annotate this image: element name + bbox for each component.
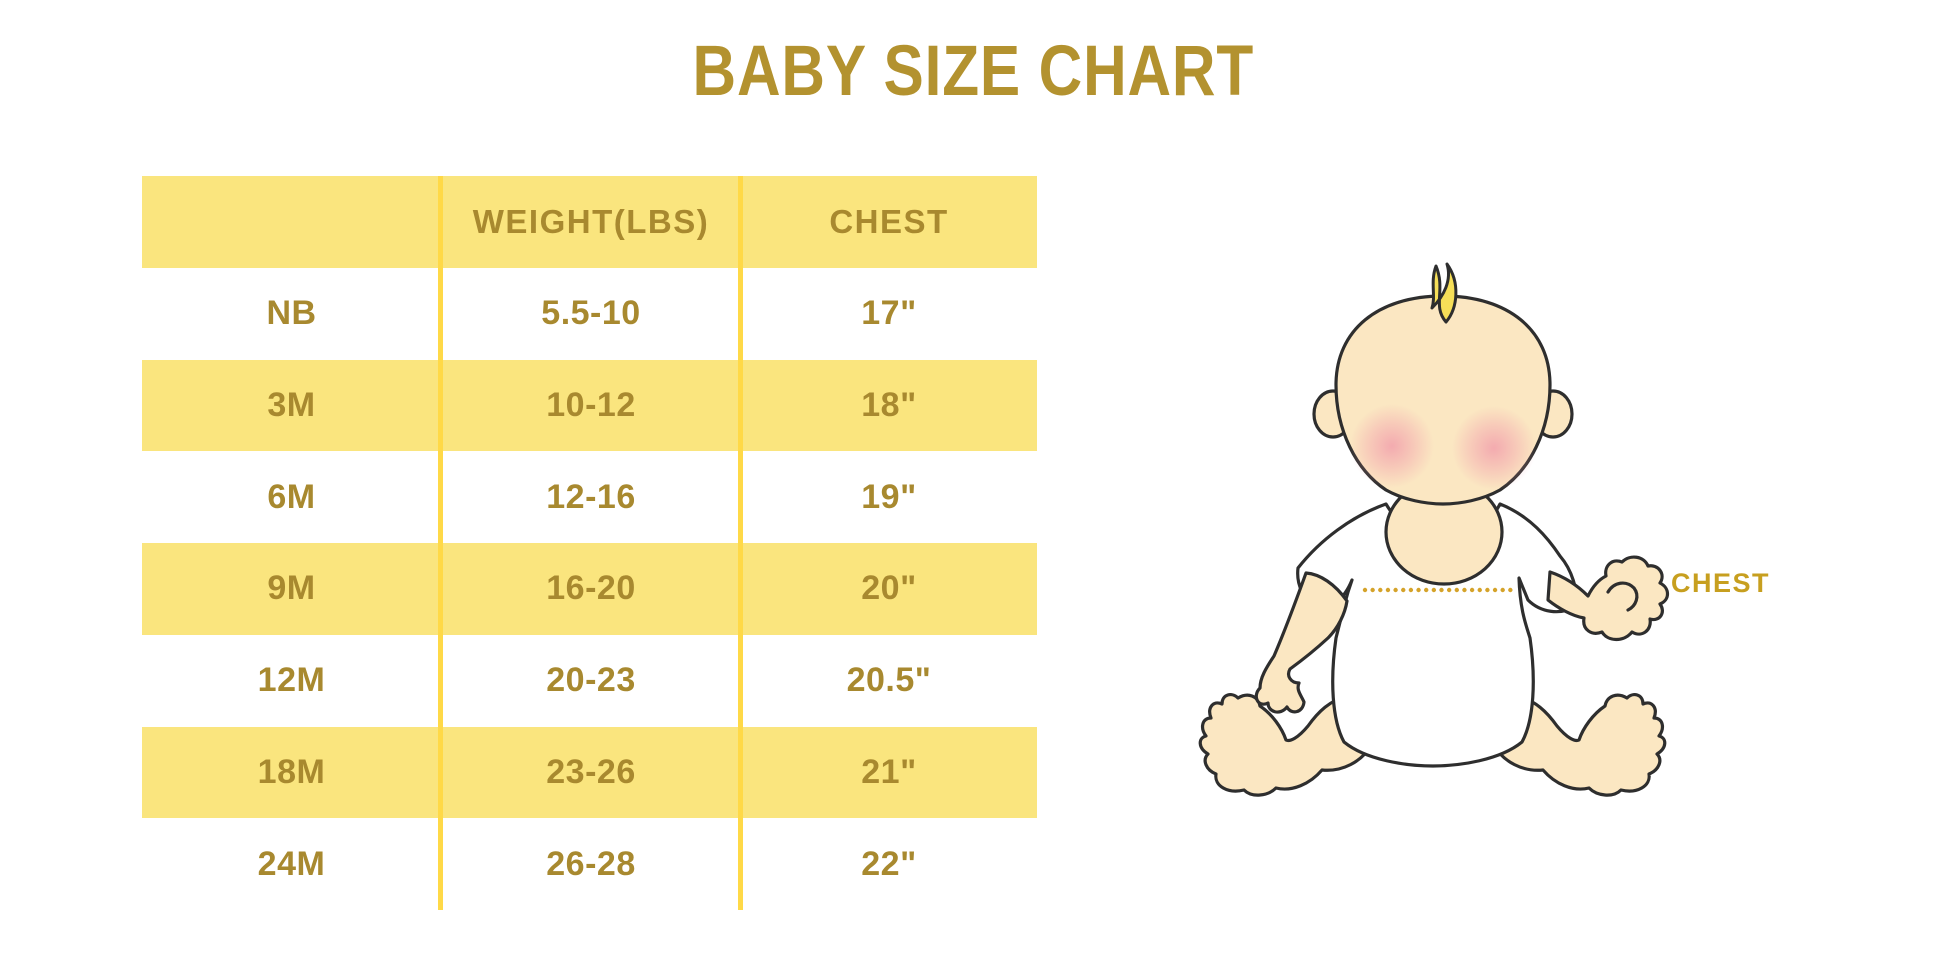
table-cell-size: NB [266, 294, 317, 333]
baby-hair-curl [1430, 262, 1458, 324]
table-cell-size: 24M [257, 844, 326, 883]
baby-illustration [1150, 240, 1750, 820]
title-wrap: BABY SIZE CHART [0, 36, 1946, 107]
table-row-9M: 9M 16-20 20" [142, 543, 1037, 635]
baby-left-leg [1198, 693, 1377, 797]
size-table: WEIGHT(LBS) CHEST NB 5.5-10 17" 3M 10-12 18" 6… [142, 176, 1037, 910]
baby-right-cheek [1452, 406, 1536, 490]
table-cell-chest: 17" [861, 294, 917, 333]
table-cell-size: 3M [267, 385, 316, 424]
table-cell-chest: 21" [861, 752, 917, 791]
baby-right-arm-fist [1546, 555, 1670, 642]
baby-illustration-svg [1198, 262, 1670, 797]
table-row-12M: 12M 20-23 20.5" [142, 635, 1037, 727]
column-divider-1 [438, 176, 443, 910]
table-cell-weight_lbs: 23-26 [546, 752, 636, 791]
table-row-3M: 3M 10-12 18" [142, 359, 1037, 452]
table-cell-size: 9M [267, 569, 316, 608]
page-title: BABY SIZE CHART [692, 32, 1254, 111]
size-table-rows: WEIGHT(LBS) CHEST NB 5.5-10 17" 3M 10-12 18" 6… [142, 176, 1037, 910]
table-cell-size: 18M [257, 752, 326, 791]
table-cell-chest: 19" [861, 477, 917, 516]
table-row-24M: 24M 26-28 22" [142, 818, 1037, 910]
table-header-row: WEIGHT(LBS) CHEST [142, 176, 1037, 268]
baby-fist-thumb-line [1606, 581, 1639, 612]
chest-label: CHEST [1671, 568, 1771, 598]
table-cell-chest: 20.5" [846, 661, 932, 700]
table-row-NB: NB 5.5-10 17" [142, 268, 1037, 360]
column-divider-2 [738, 176, 743, 910]
table-cell-chest: 18" [861, 385, 917, 424]
table-cell-weight_lbs: 10-12 [546, 385, 636, 424]
table-cell-weight_lbs: 16-20 [546, 569, 636, 608]
table-row-6M: 6M 12-16 19" [142, 451, 1037, 543]
baby-right-leg [1488, 693, 1667, 797]
table-cell-weight_lbs: 20-23 [546, 661, 636, 700]
header-cell-size [142, 176, 441, 268]
table-cell-weight_lbs: 5.5-10 [541, 294, 641, 333]
table-row-18M: 18M 23-26 21" [142, 726, 1037, 819]
table-cell-weight_lbs: 12-16 [546, 477, 636, 516]
header-cell-weight: WEIGHT(LBS) [472, 202, 710, 240]
baby-left-arm [1254, 571, 1349, 714]
table-cell-chest: 22" [861, 844, 917, 883]
header-cell-chest: CHEST [829, 202, 949, 240]
table-cell-size: 12M [257, 661, 326, 700]
baby-left-cheek [1350, 404, 1434, 488]
table-cell-size: 6M [267, 477, 316, 516]
table-cell-weight_lbs: 26-28 [546, 844, 636, 883]
table-cell-chest: 20" [861, 569, 917, 608]
